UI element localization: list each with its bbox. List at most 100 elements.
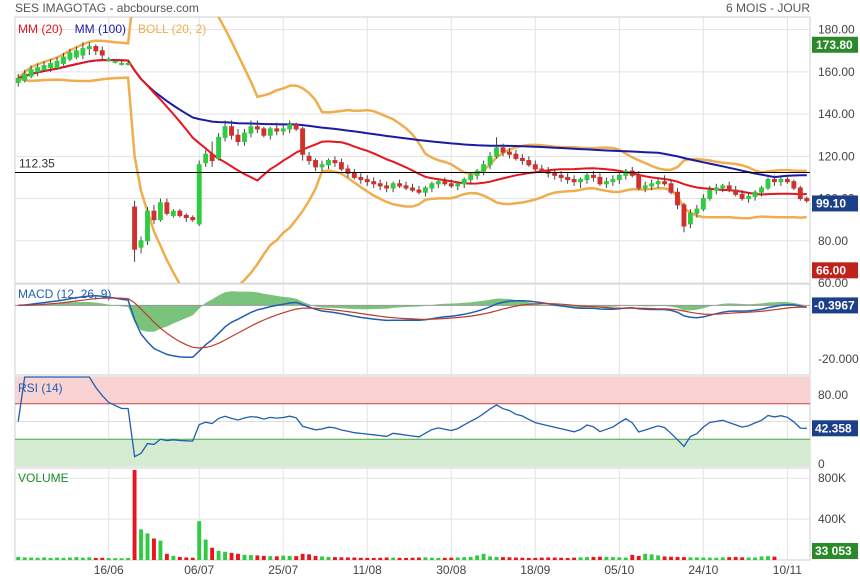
- candle-down: [235, 134, 241, 143]
- x-axis-tick: 30/08: [436, 563, 466, 577]
- rsi-axis-tick: 0: [818, 457, 825, 471]
- price-axis-tick: 60.00: [818, 276, 848, 290]
- x-axis-tick: 05/10: [604, 563, 634, 577]
- volume-bar: [274, 556, 279, 560]
- volume-bar: [326, 556, 331, 560]
- volume-bar: [404, 557, 408, 560]
- volume-bar: [80, 557, 85, 560]
- candle-up: [481, 164, 487, 172]
- rsi-last-label: 42.358: [815, 421, 852, 435]
- volume-bar: [307, 554, 312, 560]
- mm100-line: [17, 59, 807, 179]
- volume-bar: [604, 556, 609, 560]
- volume-bar: [358, 557, 363, 560]
- candle-up: [35, 67, 41, 73]
- candle-down: [739, 193, 745, 200]
- volume-bar: [242, 554, 247, 560]
- volume-bar: [526, 557, 531, 560]
- volume-bar: [714, 557, 719, 560]
- volume-bar: [339, 557, 344, 560]
- candle-up: [41, 65, 47, 71]
- volume-bar: [281, 555, 286, 560]
- macd-last-label: -0.3967: [814, 298, 855, 312]
- candle-down: [797, 187, 803, 200]
- candle-down: [519, 157, 525, 162]
- volume-bar: [300, 553, 305, 560]
- candle-down: [726, 185, 732, 191]
- volume-bar: [682, 557, 686, 560]
- candle-up: [28, 69, 34, 77]
- candle-down: [132, 206, 138, 250]
- candle-down: [274, 128, 280, 132]
- volume-bar: [203, 539, 208, 560]
- max-price-label: 173.80: [816, 38, 853, 52]
- candle-up: [54, 60, 60, 69]
- candle-up: [461, 179, 467, 185]
- candle-up: [67, 52, 73, 60]
- volume-title: VOLUME: [18, 471, 69, 485]
- volume-bar: [559, 557, 564, 560]
- volume-bar: [229, 552, 234, 560]
- candle-down: [93, 46, 99, 52]
- candle-down: [293, 124, 299, 130]
- volume-bar: [223, 551, 227, 560]
- volume-bar: [55, 557, 59, 560]
- candle-down: [772, 179, 777, 183]
- macd-line: [18, 295, 807, 359]
- volume-bar: [113, 558, 118, 560]
- volume-bar: [177, 556, 182, 560]
- candle-down: [371, 181, 377, 185]
- candle-up: [578, 179, 583, 183]
- candle-up: [720, 185, 726, 189]
- candle-up: [623, 170, 629, 176]
- candle-down: [261, 128, 267, 136]
- candle-up: [112, 60, 118, 63]
- candle-down: [791, 181, 797, 189]
- min-price-label: 66.00: [816, 263, 846, 277]
- mm20-line: [17, 59, 807, 196]
- candle-down: [364, 179, 370, 183]
- candle-down: [558, 174, 564, 178]
- x-axis-tick: 16/06: [94, 563, 124, 577]
- volume-bar: [572, 557, 577, 560]
- volume-bar: [197, 521, 202, 560]
- chart-title: SES IMAGOTAG - abcbourse.com: [15, 1, 199, 15]
- volume-bar: [649, 554, 654, 560]
- volume-bar: [617, 557, 622, 560]
- price-axis-tick: 120.00: [818, 149, 855, 163]
- volume-bar: [462, 557, 467, 560]
- candle-down: [532, 164, 538, 170]
- volume-bar: [488, 556, 492, 560]
- rsi-last-label-bg: [812, 420, 858, 437]
- volume-bar: [417, 557, 421, 560]
- volume-bar: [333, 557, 337, 560]
- chart-period: 6 MOIS - JOUR: [725, 1, 810, 15]
- volume-bar: [74, 557, 79, 560]
- volume-bar: [727, 557, 732, 560]
- volume-bar: [533, 557, 538, 560]
- candle-up: [222, 126, 228, 138]
- x-axis-tick: 10/11: [773, 563, 802, 577]
- volume-bar: [16, 556, 21, 560]
- candle-down: [338, 162, 344, 170]
- candle-up: [326, 160, 331, 166]
- candle-up: [778, 179, 784, 183]
- candle-up: [80, 48, 86, 56]
- candle-up: [707, 189, 713, 200]
- candle-up: [610, 179, 616, 183]
- volume-bar: [352, 557, 357, 560]
- volume-bar: [320, 556, 324, 560]
- candle-down: [784, 179, 790, 183]
- candle-down: [151, 210, 157, 221]
- candle-down: [500, 147, 506, 153]
- volume-bar: [126, 557, 131, 560]
- candle-up: [119, 62, 125, 65]
- macd-axis-tick: -20.000: [818, 352, 859, 366]
- macd-histogram: [18, 291, 807, 332]
- price-axis-tick: 160.00: [818, 65, 855, 79]
- volume-bar: [481, 553, 486, 560]
- volume-bar: [35, 557, 40, 560]
- candle-down: [591, 174, 596, 178]
- macd-last-label-bg: [812, 297, 858, 314]
- volume-bar: [656, 555, 661, 560]
